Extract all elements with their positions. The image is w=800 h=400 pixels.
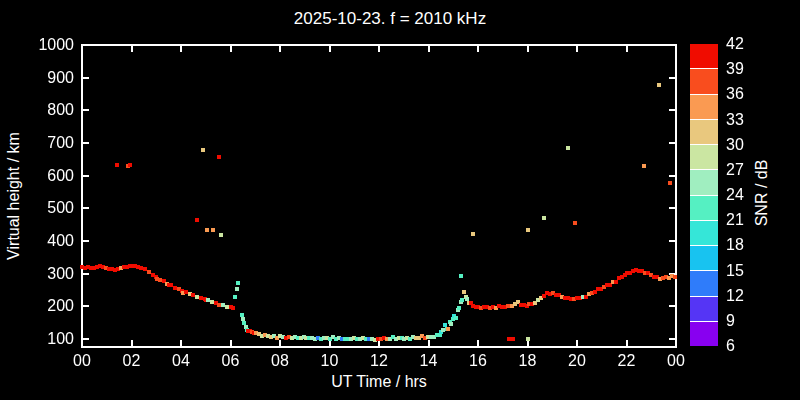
y-tick-label: 900 <box>18 69 74 87</box>
x-tick-label: 12 <box>370 352 388 370</box>
plot-canvas <box>0 0 800 400</box>
x-tick-label: 00 <box>667 352 685 370</box>
colorbar-segment <box>690 246 718 270</box>
x-tick-label: 18 <box>519 352 537 370</box>
x-tick-label: 14 <box>420 352 438 370</box>
x-tick-label: 04 <box>172 352 190 370</box>
ionosonde-chart: 2025-10-23. f = 2010 kHz Virtual height … <box>0 0 800 400</box>
colorbar <box>690 44 718 346</box>
y-tick-label: 500 <box>18 199 74 217</box>
colorbar-tick-label: 36 <box>726 85 744 103</box>
y-tick-label: 1000 <box>18 36 74 54</box>
x-tick-label: 16 <box>469 352 487 370</box>
colorbar-tick-label: 42 <box>726 35 744 53</box>
colorbar-tick-label: 21 <box>726 211 744 229</box>
colorbar-segment <box>690 322 718 346</box>
colorbar-segment <box>690 120 718 144</box>
x-tick-label: 00 <box>73 352 91 370</box>
y-tick-label: 400 <box>18 232 74 250</box>
x-tick-label: 10 <box>321 352 339 370</box>
y-tick-label: 700 <box>18 134 74 152</box>
colorbar-tick-label: 39 <box>726 60 744 78</box>
colorbar-segment <box>690 271 718 295</box>
x-tick-label: 22 <box>618 352 636 370</box>
colorbar-segment <box>690 221 718 245</box>
y-tick-label: 100 <box>18 330 74 348</box>
colorbar-tick-label: 18 <box>726 236 744 254</box>
colorbar-tick-label: 24 <box>726 186 744 204</box>
colorbar-tick-label: 9 <box>726 312 735 330</box>
x-tick-label: 20 <box>568 352 586 370</box>
colorbar-segment <box>690 69 718 93</box>
colorbar-tick-label: 6 <box>726 337 735 355</box>
x-tick-label: 08 <box>271 352 289 370</box>
y-tick-label: 800 <box>18 101 74 119</box>
colorbar-tick-label: 30 <box>726 136 744 154</box>
colorbar-tick-label: 12 <box>726 287 744 305</box>
y-tick-label: 300 <box>18 265 74 283</box>
x-tick-label: 06 <box>222 352 240 370</box>
x-tick-label: 02 <box>123 352 141 370</box>
colorbar-tick-label: 15 <box>726 262 744 280</box>
y-tick-label: 200 <box>18 297 74 315</box>
y-tick-label: 600 <box>18 167 74 185</box>
colorbar-tick-label: 27 <box>726 161 744 179</box>
colorbar-segment <box>690 297 718 321</box>
colorbar-segment <box>690 145 718 169</box>
colorbar-segment <box>690 95 718 119</box>
colorbar-segment <box>690 170 718 194</box>
colorbar-segment <box>690 196 718 220</box>
colorbar-tick-label: 33 <box>726 111 744 129</box>
colorbar-segment <box>690 44 718 68</box>
